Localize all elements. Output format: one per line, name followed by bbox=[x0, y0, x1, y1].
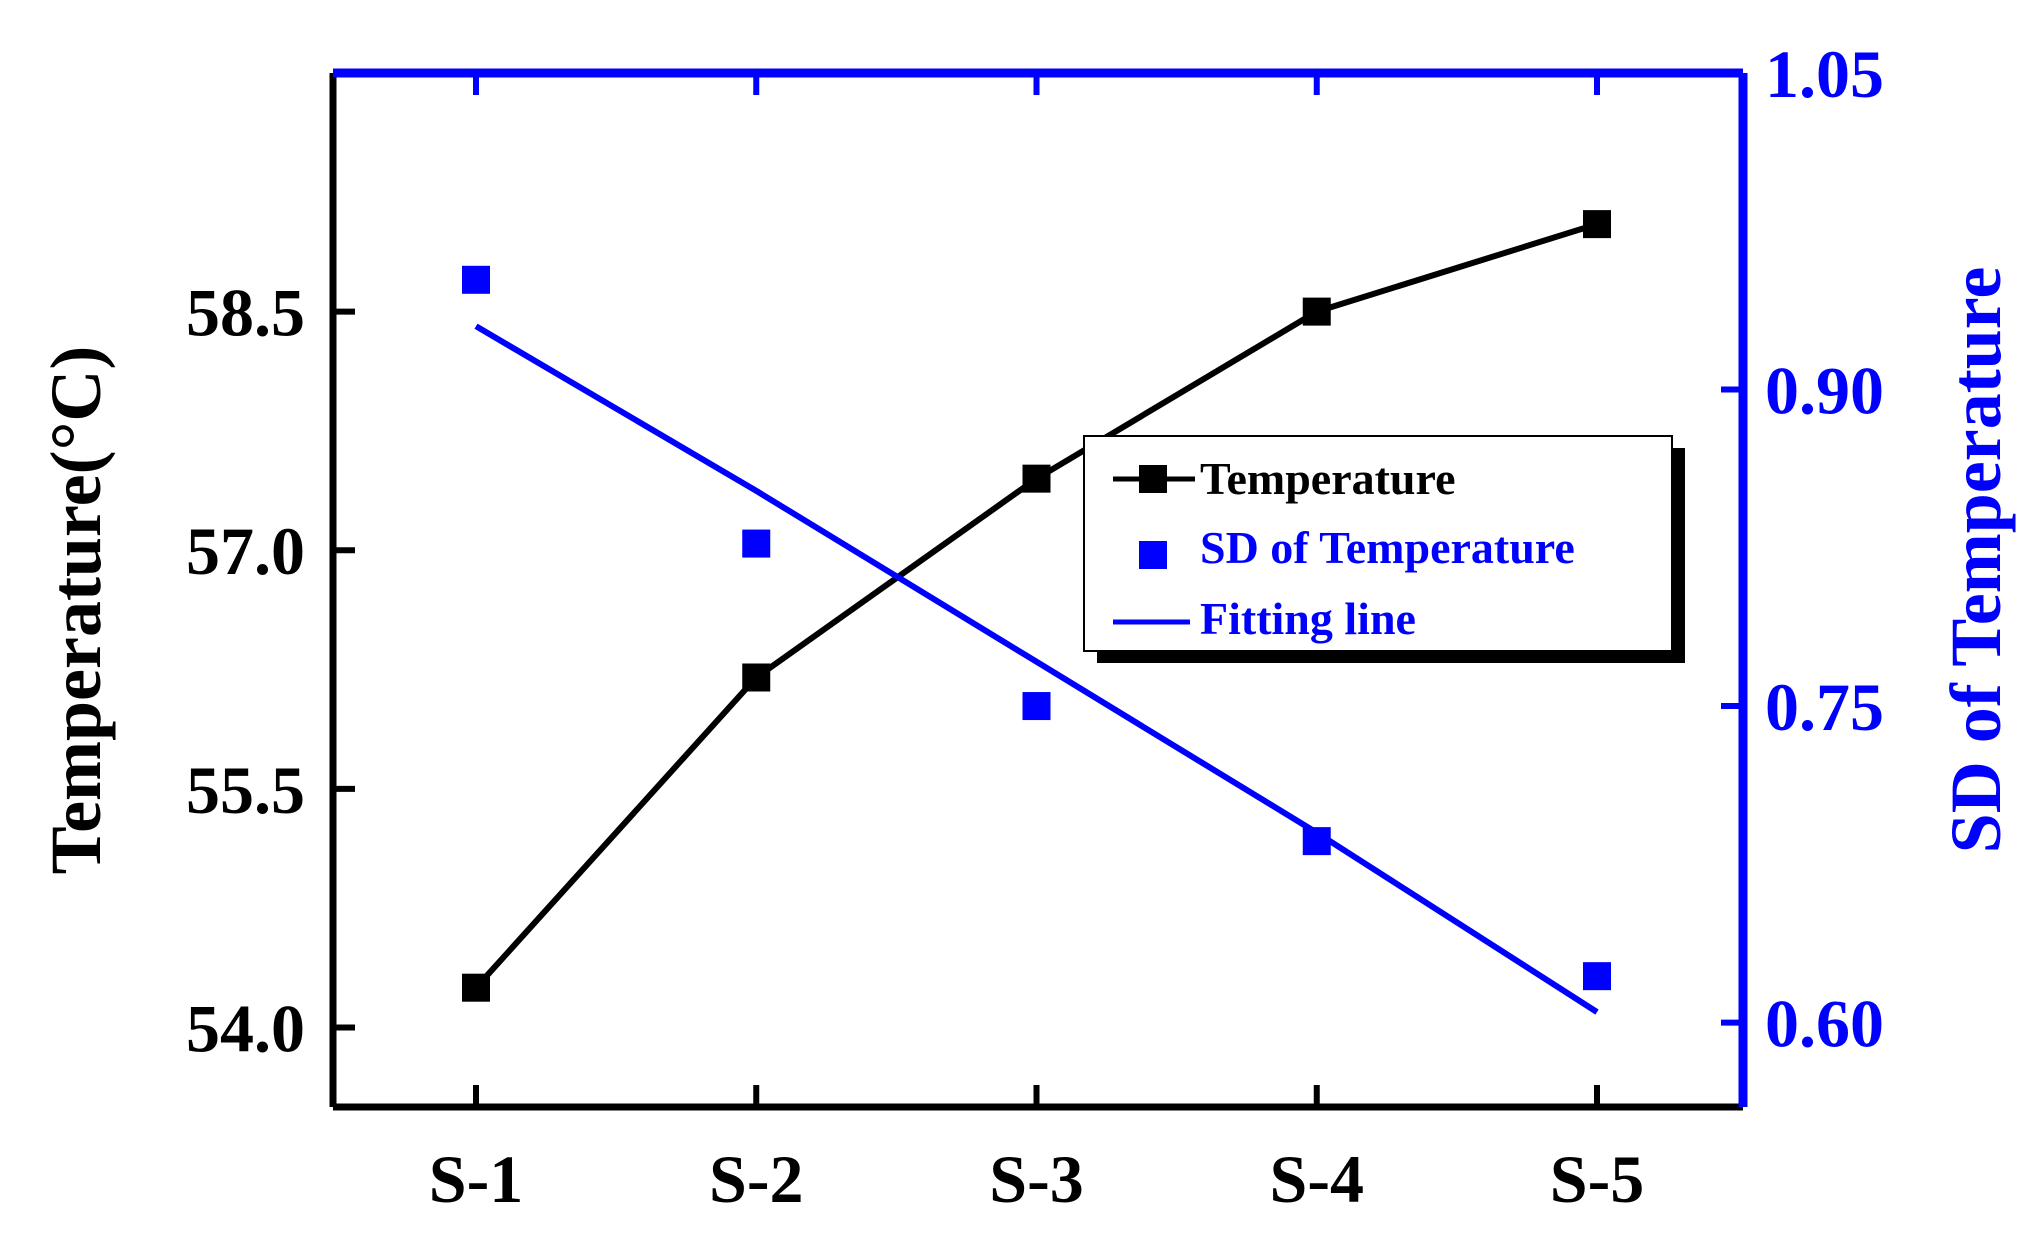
y-left-tick-label: 55.5 bbox=[186, 752, 305, 828]
data-point-0-2 bbox=[1022, 464, 1051, 493]
legend-box bbox=[1083, 435, 1673, 652]
x-tick-label: S-5 bbox=[1550, 1141, 1644, 1217]
y-left-tick-label: 54.0 bbox=[186, 990, 305, 1066]
y-left-tick-label: 57.0 bbox=[186, 513, 305, 589]
y-left-tick-label: 58.5 bbox=[186, 275, 305, 351]
legend: Temperature SD of Temperature Fitting li… bbox=[1083, 435, 1685, 663]
data-point-0-0 bbox=[462, 973, 490, 1002]
data-point-1-2 bbox=[1022, 692, 1051, 721]
series-line-2 bbox=[474, 323, 1599, 1015]
data-point-1-0 bbox=[462, 265, 490, 294]
legend-fitting-label: Fitting line bbox=[1200, 593, 1416, 644]
data-point-1-4 bbox=[1583, 962, 1611, 991]
legend-sd-label: SD of Temperature bbox=[1200, 522, 1575, 573]
x-tick-label: S-4 bbox=[1270, 1141, 1364, 1217]
y-right-tick-label: 1.05 bbox=[1765, 36, 1884, 112]
y-right-tick-label: 0.90 bbox=[1765, 353, 1884, 429]
data-point-0-3 bbox=[1302, 297, 1331, 326]
plot-area bbox=[462, 210, 1611, 1015]
right-axis-title: SD of Temperature bbox=[1936, 267, 2016, 854]
legend-sd-marker bbox=[1139, 541, 1167, 569]
y-right-tick-label: 0.60 bbox=[1765, 986, 1884, 1062]
legend-temperature-marker bbox=[1139, 465, 1167, 493]
data-point-1-1 bbox=[742, 529, 771, 558]
y-right-tick-label: 0.75 bbox=[1765, 669, 1884, 745]
x-tick-label: S-2 bbox=[709, 1141, 803, 1217]
data-point-0-4 bbox=[1583, 210, 1611, 239]
axis-labels: Temperature(°C) SD of Temperature bbox=[36, 267, 2016, 875]
data-point-0-1 bbox=[742, 663, 771, 692]
legend-temperature-label: Temperature bbox=[1200, 453, 1456, 504]
x-tick-label: S-3 bbox=[989, 1141, 1083, 1217]
x-tick-label: S-1 bbox=[429, 1141, 523, 1217]
left-axis-title: Temperature(°C) bbox=[36, 346, 116, 875]
axes: S-1 S-2 S-3 S-4 S-5 54.0 55.5 57.0 58.5 0.60 0.75 0… bbox=[186, 36, 1884, 1217]
